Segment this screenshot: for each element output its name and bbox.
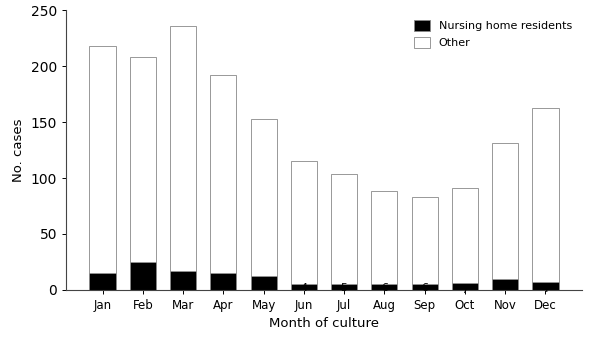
Text: 4: 4 bbox=[542, 284, 549, 294]
Text: 5: 5 bbox=[341, 283, 347, 293]
Text: 7: 7 bbox=[99, 275, 106, 285]
Text: 12: 12 bbox=[136, 264, 150, 274]
Text: 6: 6 bbox=[421, 283, 428, 293]
Bar bbox=[130, 57, 156, 262]
Bar bbox=[532, 282, 559, 290]
Bar bbox=[452, 283, 478, 290]
Bar bbox=[89, 46, 116, 273]
Bar bbox=[251, 276, 277, 290]
Bar bbox=[412, 197, 438, 284]
Bar bbox=[532, 108, 559, 282]
Bar bbox=[492, 144, 518, 279]
Text: 8: 8 bbox=[220, 275, 227, 285]
Text: 4: 4 bbox=[301, 283, 307, 293]
Text: 8: 8 bbox=[260, 279, 267, 289]
Bar bbox=[331, 174, 357, 284]
Text: 6: 6 bbox=[381, 283, 388, 293]
Bar bbox=[331, 284, 357, 290]
Bar bbox=[210, 273, 236, 290]
Bar bbox=[170, 271, 196, 290]
Bar bbox=[412, 284, 438, 290]
Bar bbox=[291, 284, 317, 290]
Text: 7: 7 bbox=[461, 285, 469, 295]
Text: 7: 7 bbox=[179, 273, 187, 283]
Bar bbox=[89, 273, 116, 290]
Bar bbox=[130, 262, 156, 290]
Bar bbox=[492, 279, 518, 290]
Bar bbox=[452, 188, 478, 283]
Bar bbox=[170, 26, 196, 271]
Bar bbox=[371, 284, 397, 290]
Bar bbox=[251, 119, 277, 276]
Y-axis label: No. cases: No. cases bbox=[12, 118, 25, 182]
X-axis label: Month of culture: Month of culture bbox=[269, 317, 379, 331]
Bar bbox=[371, 191, 397, 284]
Legend: Nursing home residents, Other: Nursing home residents, Other bbox=[410, 16, 577, 52]
Text: 8: 8 bbox=[502, 281, 509, 291]
Bar bbox=[291, 161, 317, 284]
Bar bbox=[210, 75, 236, 273]
